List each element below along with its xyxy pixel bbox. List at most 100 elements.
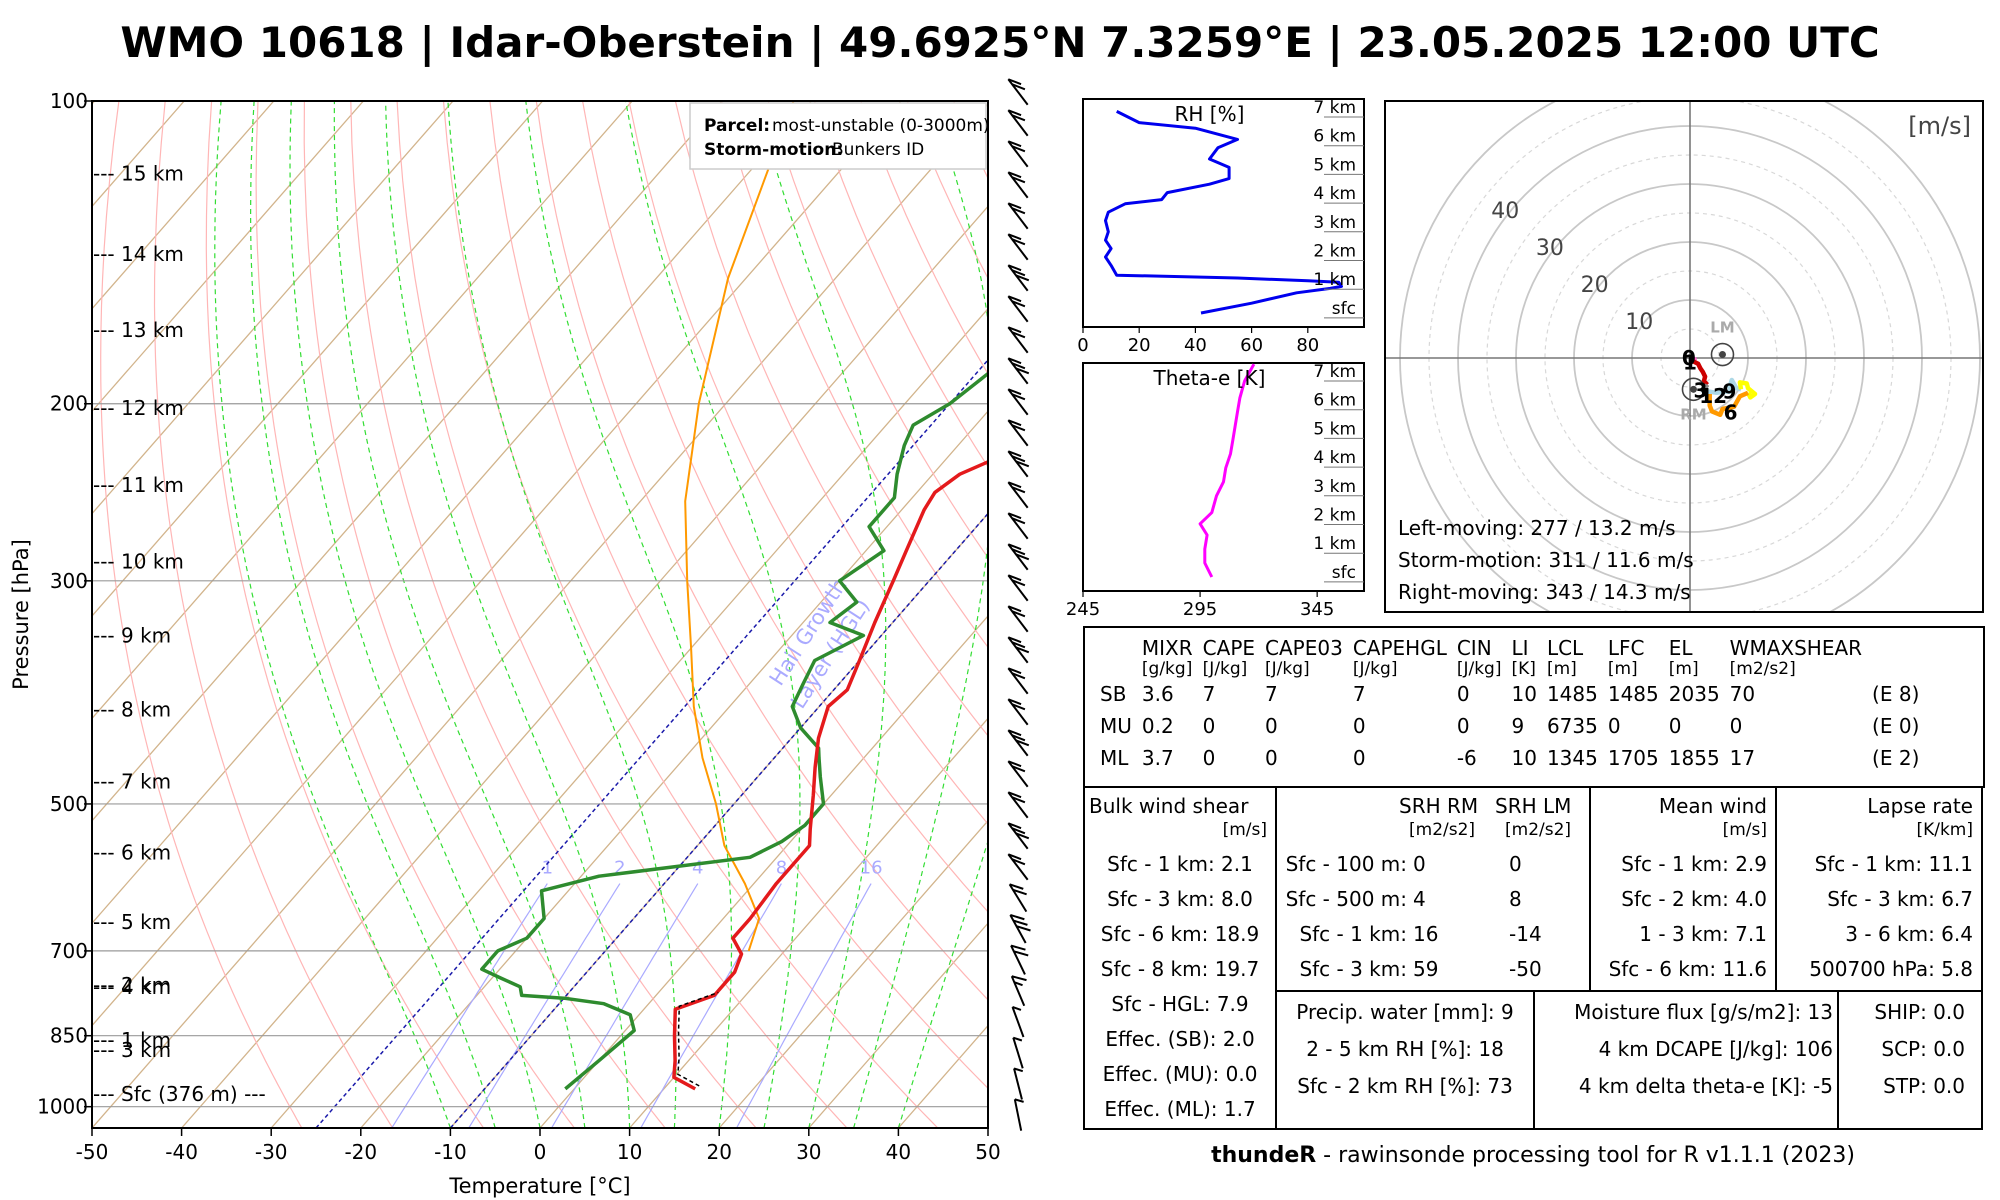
wind-barb-feather [1011,765,1026,773]
table-cell: [J/kg] [1265,659,1310,679]
srh-value: 4 [1413,887,1426,911]
table-cell: 0 [1265,714,1278,738]
table-cell [1095,636,1137,660]
y-tick-label: 850 [50,1024,88,1048]
wind-barb-staff [1007,264,1029,292]
x-tick-label: 40 [886,1140,911,1164]
table-cell: [J/kg] [1202,659,1248,679]
dry-adiabat-line [350,101,757,1128]
table-cell: 1345 [1546,746,1598,770]
height-label: --- 12 km [93,396,184,420]
table-row: Sfc - 1 km: 11.1 [1814,852,1973,876]
x-tick-label: -40 [165,1140,198,1164]
lapse-unit: [K/km] [1916,820,1973,840]
srh-value: 16 [1413,922,1439,946]
wind-barb-feather [1010,914,1025,921]
height-label: --- 2 km [93,973,171,997]
x-tick-label: 0 [1077,335,1088,356]
km-label: 6 km [1313,391,1356,411]
wind-barb-feather [1007,419,1022,427]
km-label: sfc [1332,563,1356,583]
hodograph-frame [1384,100,1984,613]
hodograph-height-label: 0 [1682,346,1696,370]
table-row: Sfc - 1 km: 2.9 [1621,852,1767,876]
wind-barb-feather [1007,574,1022,582]
wind-barb-staff [1007,171,1029,199]
table-cell: [g/kg] [1141,659,1193,679]
wind-barb-feather [1011,579,1026,587]
hodograph-height-label: 12 [1699,384,1727,408]
table-cell: 70 [1729,682,1756,706]
skewt-profiles [480,101,988,1091]
table-cell: 0 [1456,682,1470,706]
theta-e-curve [1198,363,1256,578]
table-cell: MU [1100,714,1132,738]
km-label: 6 km [1313,127,1356,147]
x-tick-label: 345 [1300,599,1334,620]
wind-barb-staff [1007,140,1029,168]
mixing-ratio-label: 16 [860,858,883,879]
mixing-ratio-line [640,883,782,1128]
table-row: Effec. (SB): 2.0 [1105,1027,1255,1051]
table-cell [1867,636,1924,660]
wind-barb-feather [1011,975,1027,982]
wind-barb-feather [1016,925,1031,932]
table-row: Sfc - 6 km: 11.6 [1608,957,1767,981]
footer-brand: thundeR [1211,1143,1317,1168]
table-row: Sfc - 2 km RH [%]: 73 [1297,1074,1513,1098]
wind-barb-feather [1007,326,1022,334]
hodograph-info: Left-moving: 277 / 13.2 m/s [1398,516,1676,540]
dry-adiabat-line [153,101,394,1128]
wind-barb-feather [1011,83,1026,91]
dry-adiabat-line [582,101,988,913]
indices-row: MU 0.2 0 0 0 0 9 6735 0 0 0 (E 0) [1095,710,1924,742]
wind-barb-staff [1009,914,1027,944]
wind-barb-feather [1007,636,1022,644]
isotherm-line [360,410,988,1128]
table-cell: LI [1511,636,1529,660]
wind-barb-feather [1011,858,1026,866]
table-cell: CAPE [1202,636,1256,660]
bulk-shear-box: Bulk wind shear [m/s] Sfc - 1 km: 2.1 Sfc… [1083,786,1277,1130]
table-cell: LCL [1546,636,1584,660]
wind-barb-staff [1007,853,1029,881]
table-row: 4 km DCAPE [J/kg]: 106 [1598,1037,1833,1061]
lapse-title: Lapse rate [1867,794,1973,818]
dry-adiabat-line [489,101,988,1090]
km-label: 2 km [1313,242,1356,262]
wind-barb-feather [1014,1098,1024,1103]
wind-barb-staff [1007,698,1029,726]
dry-adiabat-line [721,101,988,649]
table-cell: 3.7 [1141,746,1174,770]
hgl-boundary-line [315,358,988,1128]
table-cell: (E 0) [1872,714,1920,738]
wind-barb-staff [1007,667,1029,695]
storm-motion-marker [1710,342,1735,367]
indices-table: MIXR CAPE CAPE03 CAPEHGL CIN LI LCL LFC EL WMAXSH… [1083,626,1985,1130]
wind-barb-feather [1011,455,1026,463]
x-tick-label: 20 [706,1140,731,1164]
table-row: Effec. (MU): 0.0 [1102,1062,1258,1086]
srh-value: 0 [1509,852,1522,876]
parcel-curve [684,101,795,952]
lapse-rate-box: Lapse rate [K/km] Sfc - 1 km: 11.1 Sfc - … [1775,786,1983,992]
table-cell: CIN [1456,636,1492,660]
legend-box [689,102,987,170]
km-label: 3 km [1313,213,1356,233]
table-cell: 0 [1668,714,1682,738]
wind-barb-feather [1007,140,1022,148]
wind-barb-feather [1015,739,1030,747]
wind-barb-feather [1007,853,1022,861]
wind-barb-staff [1007,791,1029,819]
table-cell [1095,660,1137,678]
wind-barb-staff [1007,760,1029,788]
dry-adiabat-line [100,101,303,1128]
dry-adiabat-line [674,101,988,737]
isotherm-line [0,101,5,1128]
wind-barb-feather [1011,238,1026,246]
wind-barb-feather [1011,207,1026,215]
table-cell: [J/kg] [1352,659,1398,679]
wind-barb-feather [1011,548,1026,556]
wind-barb-feather [1011,393,1026,401]
wind-barb-feather [1011,486,1026,494]
